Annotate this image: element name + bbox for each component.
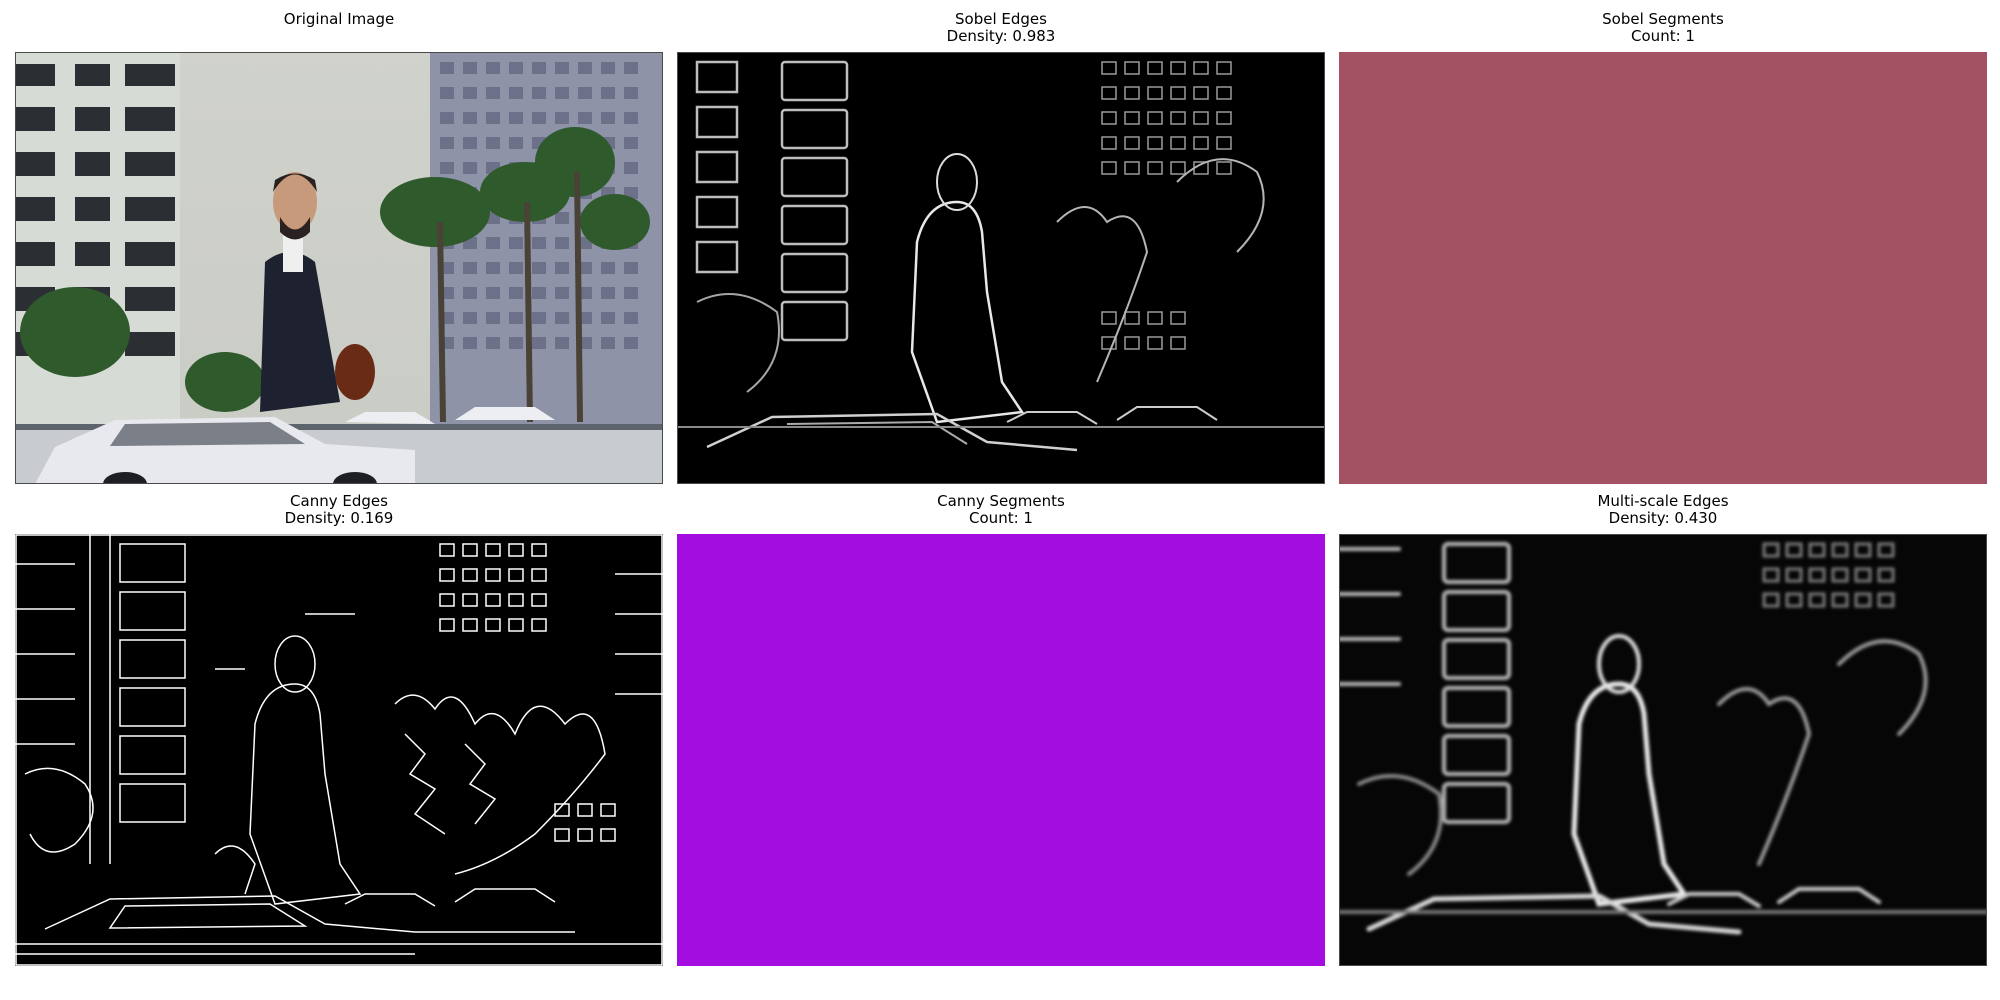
title-line: Canny Edges [290,492,388,510]
title-line: Sobel Segments [1602,10,1724,28]
panel-title: Original Image [15,11,663,28]
panel-title: Canny Segments Count: 1 [677,493,1325,527]
panel-title: Multi-scale Edges Density: 0.430 [1339,493,1987,527]
panel-title: Sobel Segments Count: 1 [1339,11,1987,45]
title-line: Sobel Edges [955,10,1047,28]
title-line: Original Image [283,10,395,28]
density-line: Density: 0.983 [946,27,1056,45]
panel-title: Sobel Edges Density: 0.983 [677,11,1325,45]
panel-title: Canny Edges Density: 0.169 [15,493,663,527]
count-line: Count: 1 [1631,27,1695,45]
multiscale-edges-illustration [1339,542,1987,935]
canny-edges-illustration [15,534,663,966]
multiscale-edges-image [1339,534,1987,966]
original-image-illustration [15,52,663,484]
density-line: Density: 0.169 [284,509,394,527]
density-line: Density: 0.430 [1608,509,1718,527]
original-image [15,52,663,484]
title-line: Multi-scale Edges [1597,492,1729,510]
sobel-edges-illustration [677,60,1325,452]
canny-edges-image [15,534,663,966]
canny-segments-image [677,534,1325,966]
title-line: Canny Segments [937,492,1065,510]
sobel-segments-image [1339,52,1987,484]
sobel-edges-image [677,52,1325,484]
count-line: Count: 1 [969,509,1033,527]
